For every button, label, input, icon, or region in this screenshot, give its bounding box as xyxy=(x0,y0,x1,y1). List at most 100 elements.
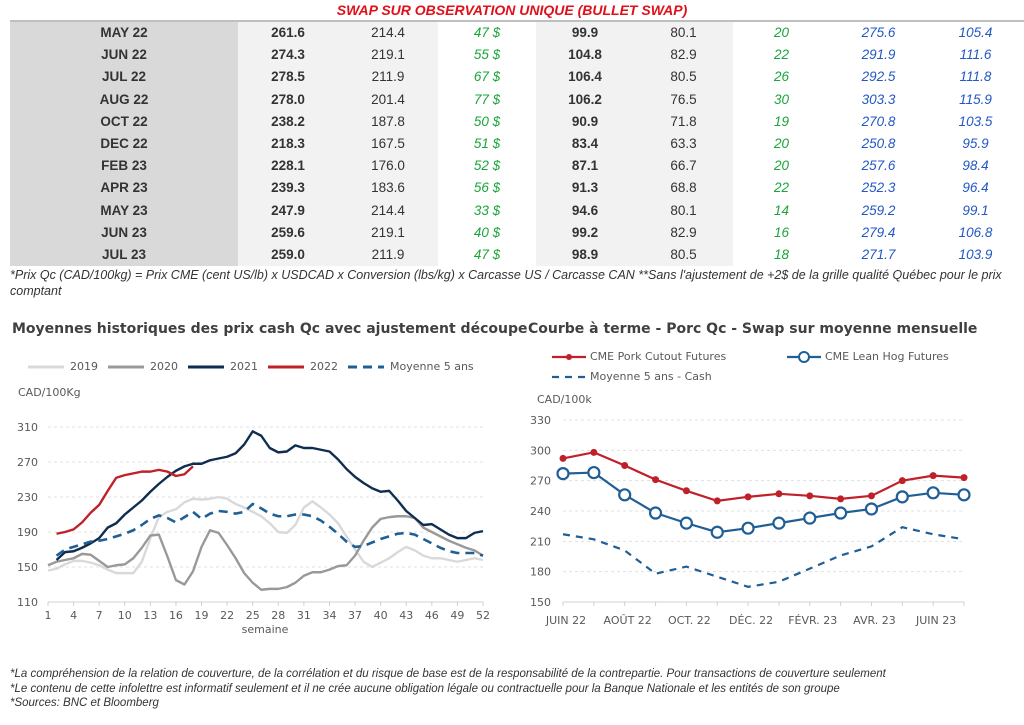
legend-item: 2020 xyxy=(108,360,178,373)
data-point xyxy=(803,511,817,525)
table-cell: 16 xyxy=(773,224,790,240)
x-tick-label: 40 xyxy=(374,609,388,622)
table-cell: 76.5 xyxy=(634,88,733,111)
table-cell: 257.6 xyxy=(861,158,896,174)
y-tick-label: 240 xyxy=(530,505,551,518)
x-axis-label: semaine xyxy=(242,623,289,636)
x-tick-label: AVR. 23 xyxy=(853,614,896,627)
table-cell: 30 xyxy=(773,91,790,107)
series-line-2021 xyxy=(55,430,484,561)
table-cell: 261.6 xyxy=(238,22,338,45)
chart2-title: Courbe à terme - Porc Qc - Swap sur moye… xyxy=(528,321,978,337)
legend-label: CME Lean Hog Futures xyxy=(825,350,949,363)
table-cell: 292.5 xyxy=(861,69,896,85)
footer-notes: *La compréhension de la relation de couv… xyxy=(10,667,886,711)
legend-swatch xyxy=(28,365,64,368)
legend-label: 2019 xyxy=(70,360,98,373)
table-cell: 98.9 xyxy=(536,243,634,267)
table-cell: 77 $ xyxy=(473,91,501,107)
table-cell: 33 $ xyxy=(473,202,501,218)
series-line-moyenne-5-ans xyxy=(55,502,484,557)
table-cell: 80.1 xyxy=(634,22,733,45)
table-cell: 18 xyxy=(773,246,790,262)
table-cell: 259.0 xyxy=(238,243,338,267)
y-tick-label: 330 xyxy=(530,414,551,427)
table-cell: 80.5 xyxy=(634,243,733,267)
table-cell: 278.0 xyxy=(238,88,338,111)
data-point xyxy=(713,497,721,505)
legend-swatch xyxy=(787,350,821,363)
x-tick-label: 13 xyxy=(143,609,157,622)
row-label: JUL 23 xyxy=(10,243,238,267)
table-cell: 98.4 xyxy=(962,158,989,174)
row-label: FEB 23 xyxy=(10,155,238,178)
table-cell: 228.1 xyxy=(238,155,338,178)
table-cell: 187.8 xyxy=(338,110,438,133)
x-tick-label: DÉC. 22 xyxy=(729,614,773,627)
x-tick-label: FÉVR. 23 xyxy=(788,614,837,627)
data-point xyxy=(957,488,971,502)
x-tick-label: 49 xyxy=(450,609,464,622)
table-cell: 211.9 xyxy=(338,243,438,267)
x-tick-label: 1 xyxy=(45,609,52,622)
table-row: FEB 23 228.1 176.0 52 $ 87.1 66.7 20 257.6 98.4 xyxy=(10,155,1024,178)
table-cell: 47 $ xyxy=(473,25,501,40)
table-cell: 104.8 xyxy=(536,44,634,67)
table-cell: 14 xyxy=(773,202,790,218)
row-label: JUL 22 xyxy=(10,66,238,89)
table-cell: 47 $ xyxy=(473,246,501,262)
table-cell: 80.5 xyxy=(634,66,733,89)
table-cell: 63.3 xyxy=(634,132,733,156)
legend-label: 2020 xyxy=(150,360,178,373)
x-tick-label: AOÛT 22 xyxy=(604,614,652,627)
legend-item: 2021 xyxy=(188,360,258,373)
data-point xyxy=(559,454,567,462)
legend-item: CME Lean Hog Futures xyxy=(787,350,949,363)
legend-item: Moyenne 5 ans xyxy=(348,360,474,373)
x-tick-label: 10 xyxy=(118,609,132,622)
table-footnote: *Prix Qc (CAD/100kg) = Prix CME (cent US… xyxy=(10,268,1002,298)
x-tick-label: 37 xyxy=(348,609,362,622)
x-tick-label: JUIN 22 xyxy=(545,614,586,627)
table-cell: 40 $ xyxy=(473,224,501,240)
swap-table: MAY 22 261.6 214.4 47 $99.9 80.1 20 275.6 105.4… xyxy=(10,20,1024,267)
x-tick-label: OCT. 22 xyxy=(668,614,711,627)
y-tick-label: 270 xyxy=(17,456,38,469)
data-point xyxy=(590,448,598,456)
x-tick-label: 16 xyxy=(169,609,183,622)
table-cell: 67 $ xyxy=(473,69,501,85)
table-cell: 103.5 xyxy=(958,113,993,129)
chart2-ylabel: CAD/100k xyxy=(537,393,592,406)
x-tick-label: 31 xyxy=(297,609,311,622)
data-point xyxy=(806,492,814,500)
data-point xyxy=(652,476,660,484)
legend-label: CME Pork Cutout Futures xyxy=(590,350,727,363)
chart2-legend: CME Pork Cutout Futures CME Lean Hog Futu… xyxy=(552,350,992,390)
table-cell: 91.3 xyxy=(536,177,634,200)
table-cell: 239.3 xyxy=(238,177,338,200)
legend-swatch xyxy=(188,365,224,368)
x-tick-label: 34 xyxy=(322,609,336,622)
table-cell: 20 xyxy=(773,158,790,174)
footer-note: *La compréhension de la relation de couv… xyxy=(10,668,886,680)
table-cell: 201.4 xyxy=(338,88,438,111)
table-cell: 52 $ xyxy=(473,158,501,174)
chart2-plot: 150 180 210 240 270 300 330 JUIN 22 AOÛT 22 OCT. … xyxy=(530,414,971,627)
series-line-2 xyxy=(562,526,965,588)
x-tick-label: 46 xyxy=(425,609,439,622)
legend-label: 2021 xyxy=(230,360,258,373)
table-cell: 278.5 xyxy=(238,66,338,89)
x-tick-label: 43 xyxy=(399,609,413,622)
table-cell: 20 xyxy=(773,25,790,40)
table-cell: 247.9 xyxy=(238,199,338,222)
data-point xyxy=(834,506,848,520)
data-point xyxy=(710,525,724,539)
series-line-2019 xyxy=(47,495,484,575)
table-row: MAY 23 247.9 214.4 33 $ 94.6 80.1 14 259.2 99.1 xyxy=(10,199,1024,222)
table-cell: 252.3 xyxy=(861,180,896,196)
footer-note: *Sources: BNC et Bloomberg xyxy=(10,697,159,709)
row-label: DEC 22 xyxy=(10,132,238,156)
table-cell: 106.2 xyxy=(536,88,634,111)
table-cell: 68.8 xyxy=(634,177,733,200)
table-title: SWAP SUR OBSERVATION UNIQUE (BULLET SWAP… xyxy=(336,2,688,18)
